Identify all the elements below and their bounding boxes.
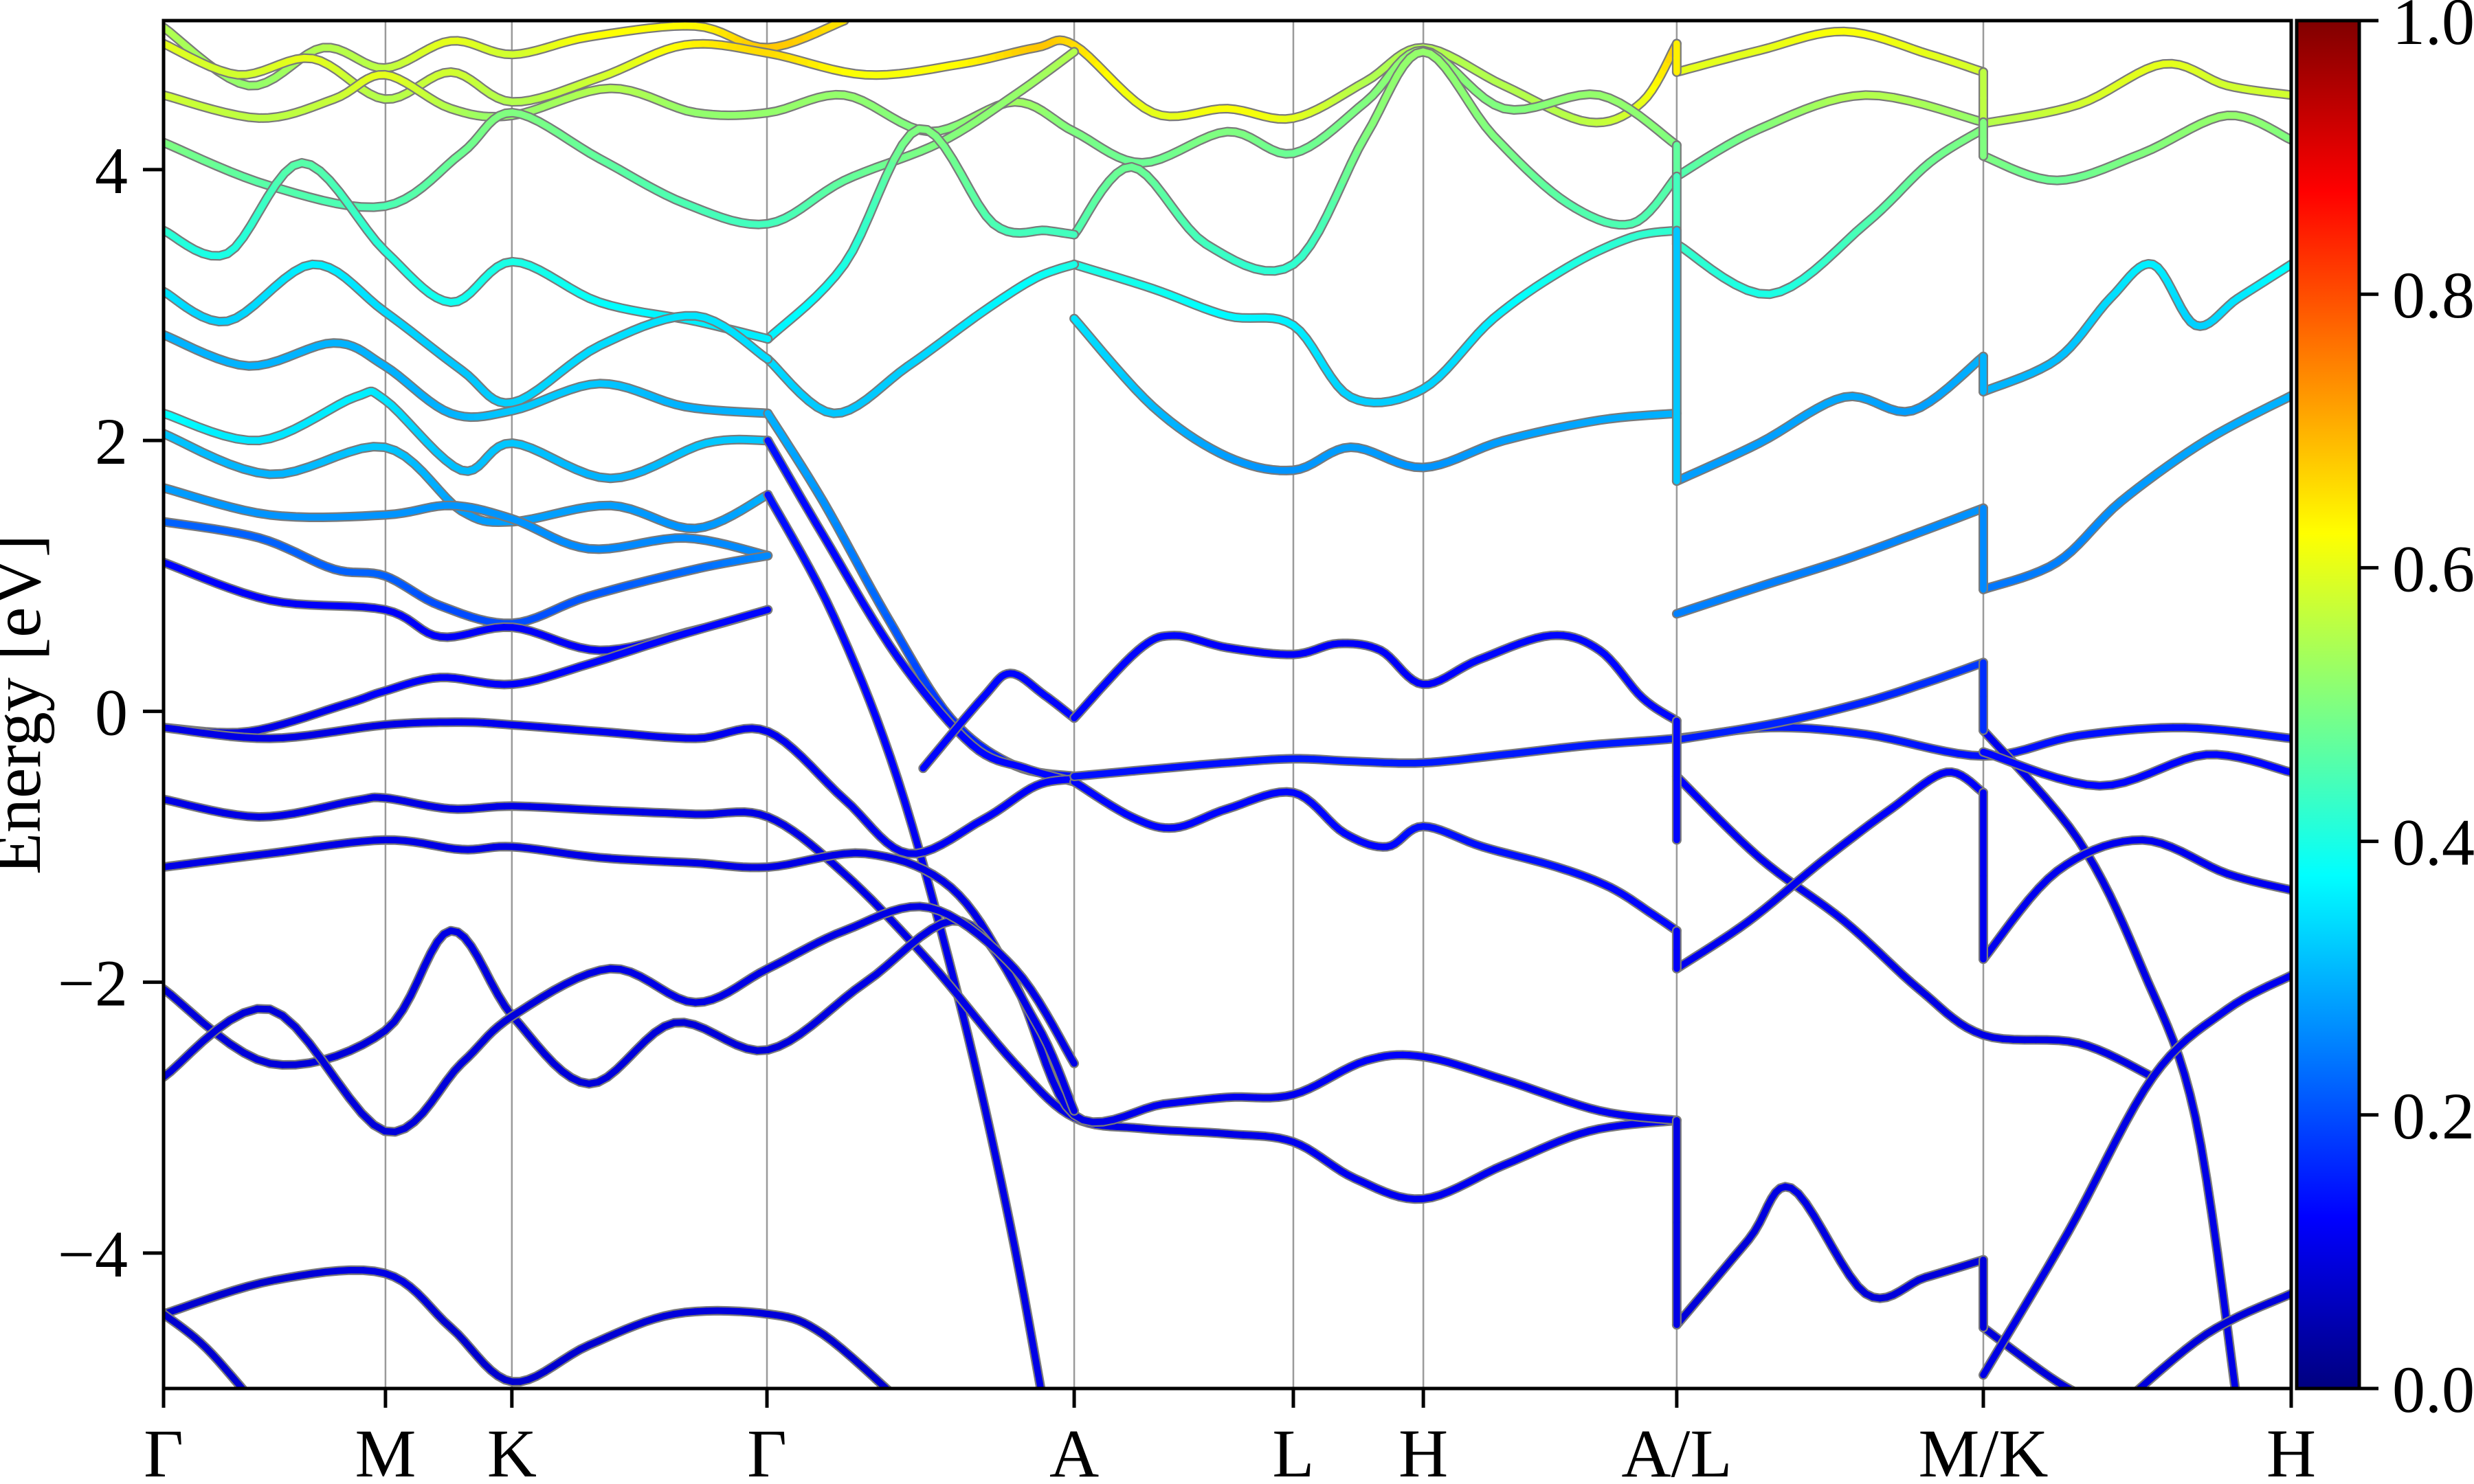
colorbar-frame xyxy=(2295,19,2361,1391)
kpoint-label: H xyxy=(1398,1415,1448,1484)
kpoint-label: Γ xyxy=(747,1415,787,1484)
y-axis: 4 2 0 −2 −4 xyxy=(58,134,164,1291)
kpoint-label: M xyxy=(355,1415,416,1484)
y-axis-title: Energy [eV] xyxy=(0,535,55,875)
colorbar: 1.0 0.8 0.6 0.4 0.2 0.0 xyxy=(2295,0,2474,1426)
kpoint-label: A/L xyxy=(1621,1415,1732,1484)
kpoint-label: H xyxy=(2266,1415,2316,1484)
kpoint-label: A xyxy=(1049,1415,1099,1484)
colorbar-tick-label: 0.4 xyxy=(2392,806,2474,879)
colorbar-tick-label: 0.8 xyxy=(2392,258,2474,332)
kpoint-label: Γ xyxy=(144,1415,183,1484)
colorbar-tick-label: 0.2 xyxy=(2392,1079,2474,1153)
bands-layer xyxy=(164,21,2291,1389)
kpoint-label: K xyxy=(487,1415,537,1484)
plot-frame xyxy=(161,19,2293,1391)
kpoint-label: M/K xyxy=(1919,1415,2049,1484)
colorbar-tick-label: 1.0 xyxy=(2392,0,2474,58)
colorbar-tick-label: 0.0 xyxy=(2392,1353,2474,1426)
y-tick-label: −2 xyxy=(58,947,128,1020)
y-tick-label: 2 xyxy=(95,405,128,478)
y-tick-label: 4 xyxy=(95,134,128,207)
kpoint-label: L xyxy=(1272,1415,1314,1484)
y-tick-label: 0 xyxy=(95,675,128,749)
y-tick-label: −4 xyxy=(58,1217,128,1291)
x-axis: Γ M K Γ A L H A/L M/K H xyxy=(144,1389,2316,1484)
colorbar-tick-label: 0.6 xyxy=(2392,532,2474,605)
